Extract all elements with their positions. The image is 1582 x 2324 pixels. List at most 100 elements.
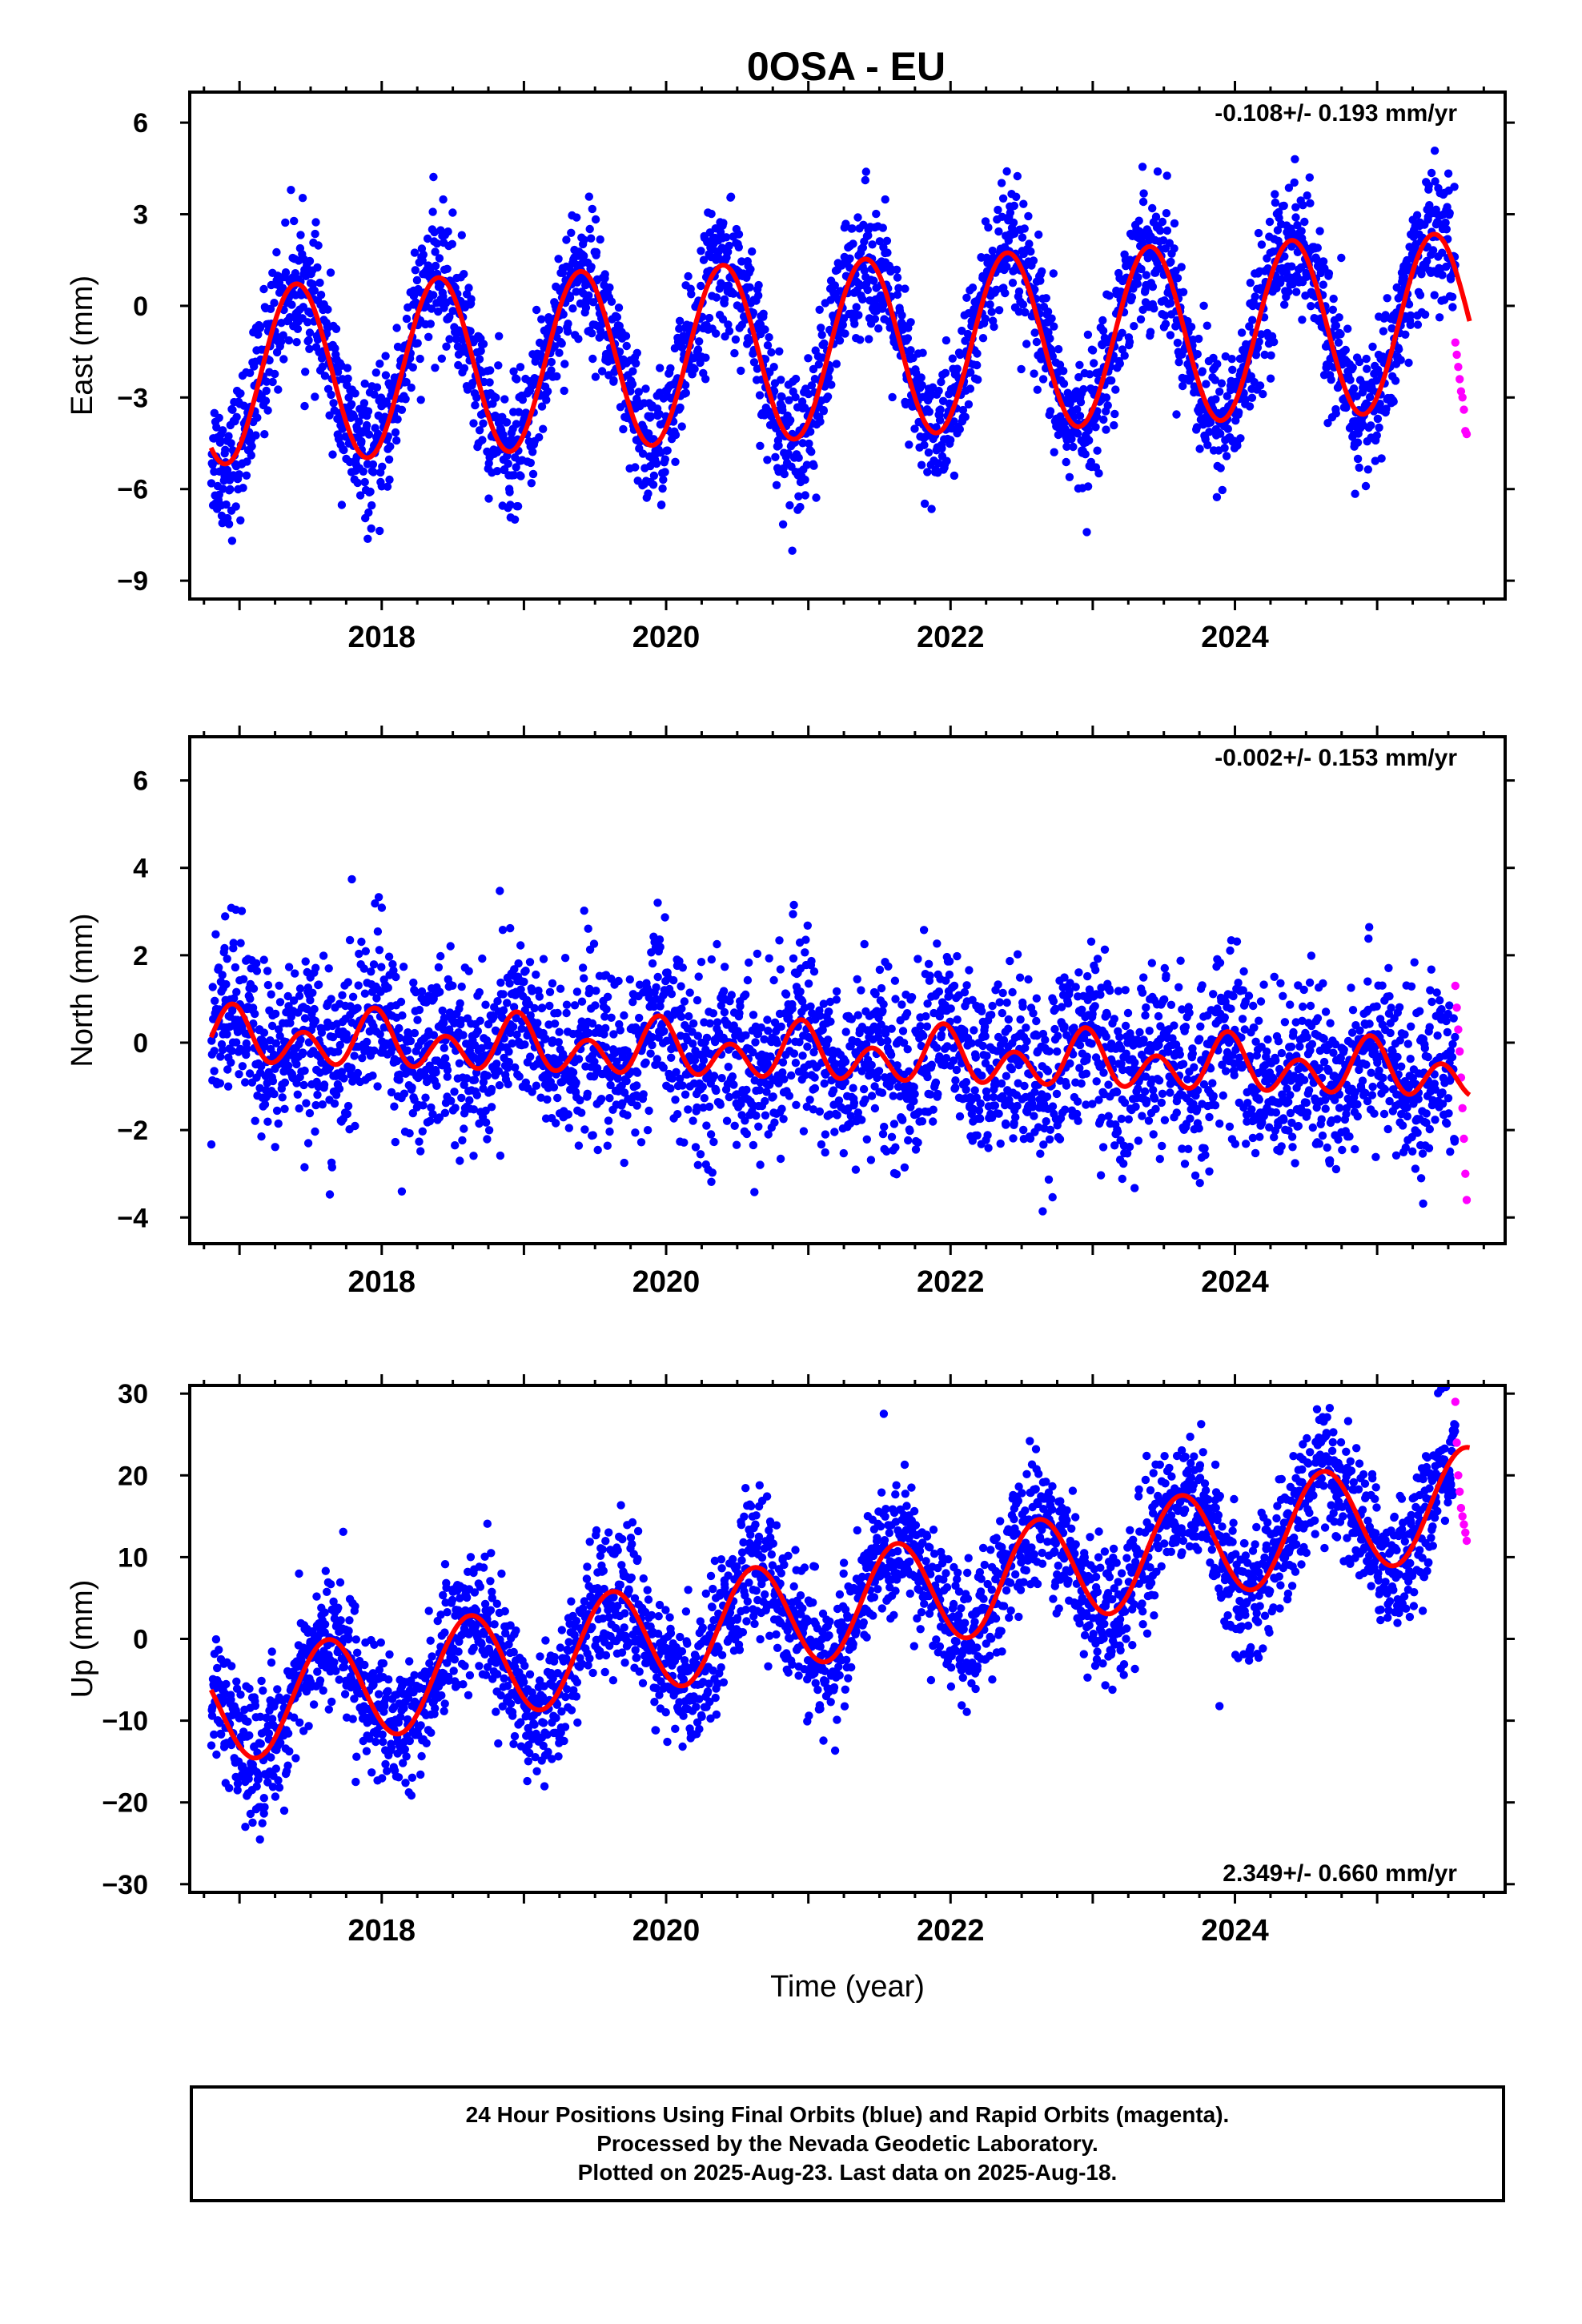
final-orbit-point — [684, 1105, 693, 1114]
final-orbit-point — [590, 1057, 599, 1067]
final-orbit-point — [384, 952, 394, 961]
final-orbit-point — [438, 1006, 447, 1015]
final-orbit-point — [869, 276, 878, 285]
final-orbit-point — [1050, 322, 1058, 331]
final-orbit-point — [435, 1113, 444, 1122]
final-orbit-point — [545, 1001, 554, 1011]
final-orbit-point — [413, 339, 422, 348]
final-orbit-point — [543, 387, 552, 396]
final-orbit-point — [223, 1030, 231, 1039]
final-orbit-point — [512, 420, 521, 428]
final-orbit-point — [722, 233, 731, 242]
final-orbit-point — [904, 1136, 913, 1145]
final-orbit-point — [1315, 227, 1324, 235]
final-orbit-point — [1438, 271, 1447, 279]
final-orbit-point — [409, 978, 418, 987]
final-orbit-point — [455, 1059, 464, 1068]
final-orbit-point — [789, 954, 798, 963]
final-orbit-point — [331, 1091, 341, 1100]
final-orbit-point — [443, 264, 452, 273]
final-orbit-point — [1241, 395, 1250, 404]
final-orbit-point — [1372, 431, 1382, 440]
final-orbit-point — [857, 1116, 866, 1124]
final-orbit-point — [745, 336, 754, 345]
final-orbit-point — [284, 1061, 293, 1071]
final-orbit-point — [997, 179, 1006, 187]
final-orbit-point — [584, 192, 593, 201]
final-orbit-point — [848, 224, 857, 233]
final-orbit-point — [1211, 376, 1220, 384]
final-orbit-point — [788, 546, 797, 555]
final-orbit-point — [510, 965, 519, 974]
final-orbit-point — [1392, 283, 1401, 292]
final-orbit-point — [870, 1104, 880, 1113]
final-orbit-point — [448, 239, 456, 248]
final-orbit-point — [1352, 392, 1361, 400]
final-orbit-point — [796, 987, 805, 996]
final-orbit-point — [731, 335, 741, 344]
final-orbit-point — [677, 1004, 686, 1013]
final-orbit-point — [1158, 217, 1167, 227]
final-orbit-point — [1363, 465, 1373, 474]
final-orbit-point — [684, 271, 693, 281]
final-orbit-point — [570, 1001, 580, 1010]
final-orbit-point — [817, 1140, 826, 1149]
final-orbit-point — [878, 1007, 887, 1015]
final-orbit-point — [1098, 316, 1107, 325]
final-orbit-point — [580, 251, 588, 260]
final-orbit-point — [1353, 454, 1363, 464]
final-orbit-point — [475, 355, 484, 364]
final-orbit-point — [792, 1100, 801, 1110]
final-orbit-point — [1284, 287, 1293, 296]
final-orbit-point — [1146, 328, 1155, 336]
final-orbit-point — [924, 448, 934, 457]
final-orbit-point — [216, 1052, 225, 1061]
final-orbit-point — [1018, 233, 1027, 242]
x-tick-label: 2018 — [348, 621, 416, 654]
final-orbit-point — [868, 240, 877, 249]
final-orbit-point — [472, 1091, 481, 1100]
final-orbit-point — [1441, 218, 1450, 227]
final-orbit-point — [1148, 282, 1158, 292]
final-orbit-point — [892, 265, 901, 274]
final-orbit-point — [1222, 452, 1231, 460]
final-orbit-point — [343, 978, 352, 987]
final-orbit-point — [1036, 276, 1045, 285]
final-orbit-point — [333, 368, 343, 376]
final-orbit-point — [436, 987, 444, 996]
final-orbit-point — [833, 1111, 841, 1120]
final-orbit-point — [748, 247, 757, 256]
final-orbit-point — [550, 1019, 560, 1028]
final-orbit-point — [408, 1083, 416, 1092]
final-orbit-point — [1178, 381, 1187, 391]
final-orbit-point — [518, 396, 528, 404]
final-orbit-point — [938, 444, 946, 453]
final-orbit-point — [1223, 424, 1233, 433]
final-orbit-point — [330, 1099, 339, 1108]
final-orbit-point — [460, 1080, 468, 1090]
final-orbit-point — [897, 311, 906, 320]
final-orbit-point — [242, 471, 251, 480]
final-orbit-point — [362, 420, 371, 430]
final-orbit-point — [412, 987, 420, 997]
final-orbit-point — [707, 1177, 716, 1187]
final-orbit-point — [741, 1031, 750, 1040]
final-orbit-point — [819, 999, 828, 1008]
final-orbit-point — [693, 1160, 702, 1170]
final-orbit-point — [528, 448, 537, 456]
final-orbit-point — [532, 1081, 541, 1090]
final-orbit-point — [220, 943, 229, 953]
final-orbit-point — [1021, 308, 1030, 317]
final-orbit-point — [648, 1033, 656, 1042]
final-orbit-point — [631, 463, 640, 472]
final-orbit-point — [761, 1096, 769, 1106]
final-orbit-point — [777, 376, 785, 384]
final-orbit-point — [567, 228, 576, 237]
final-orbit-point — [1206, 418, 1215, 427]
final-orbit-point — [535, 992, 544, 1001]
final-orbit-point — [666, 1084, 675, 1093]
final-orbit-point — [1067, 435, 1076, 444]
final-orbit-point — [791, 392, 800, 402]
final-orbit-point — [621, 332, 631, 340]
final-orbit-point — [1391, 376, 1400, 385]
